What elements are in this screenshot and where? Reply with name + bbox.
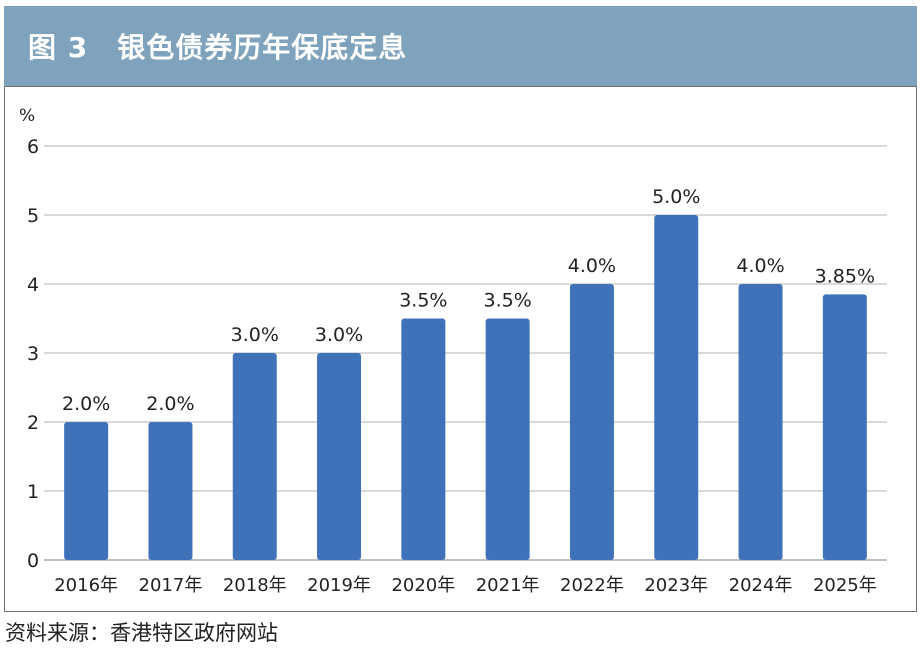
x-tick-label: 2024年 bbox=[729, 575, 793, 596]
x-tick-label: 2017年 bbox=[139, 575, 203, 596]
data-label: 3.85% bbox=[815, 265, 875, 287]
data-label: 2.0% bbox=[62, 393, 110, 415]
x-tick-label: 2016年 bbox=[54, 575, 118, 596]
x-tick-label: 2022年 bbox=[560, 575, 624, 596]
y-tick-label: 1 bbox=[27, 481, 39, 503]
y-tick-label: 5 bbox=[27, 205, 39, 227]
bar bbox=[654, 215, 699, 560]
x-tick-label: 2025年 bbox=[813, 575, 877, 596]
y-tick-label: 4 bbox=[27, 274, 39, 296]
bar bbox=[485, 318, 530, 560]
x-tick-label: 2019年 bbox=[307, 575, 371, 596]
y-tick-label: 3 bbox=[27, 343, 39, 365]
data-label: 3.5% bbox=[484, 290, 532, 312]
data-label: 2.0% bbox=[146, 393, 194, 415]
data-label: 3.0% bbox=[231, 324, 279, 346]
source-note: 资料来源：香港特区政府网站 bbox=[5, 621, 278, 645]
x-tick-label: 2020年 bbox=[391, 575, 455, 596]
bar bbox=[148, 422, 193, 560]
chart-title: 图 3 银色债券历年保底定息 bbox=[28, 31, 408, 64]
y-axis-unit-label: % bbox=[19, 106, 35, 126]
bar bbox=[64, 422, 109, 560]
data-label: 3.0% bbox=[315, 324, 363, 346]
x-tick-label: 2018年 bbox=[223, 575, 287, 596]
bar bbox=[738, 284, 783, 560]
data-label: 4.0% bbox=[568, 255, 616, 277]
data-label: 4.0% bbox=[736, 255, 784, 277]
bar bbox=[232, 353, 277, 560]
bar bbox=[401, 318, 446, 560]
x-tick-label: 2023年 bbox=[644, 575, 708, 596]
bar bbox=[822, 294, 867, 560]
y-tick-label: 2 bbox=[27, 412, 39, 434]
data-label: 5.0% bbox=[652, 186, 700, 208]
y-tick-label: 0 bbox=[27, 550, 39, 572]
data-label: 3.5% bbox=[399, 290, 447, 312]
chart-title-bar: 图 3 银色债券历年保底定息 bbox=[4, 6, 917, 86]
y-tick-label: 6 bbox=[27, 136, 39, 158]
x-tick-label: 2021年 bbox=[476, 575, 540, 596]
bar bbox=[569, 284, 614, 560]
bar bbox=[317, 353, 362, 560]
